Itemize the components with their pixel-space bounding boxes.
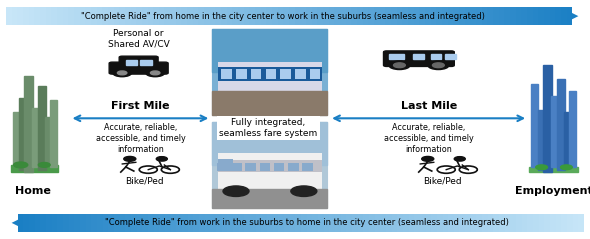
- Text: Last Mile: Last Mile: [401, 101, 457, 111]
- FancyBboxPatch shape: [119, 56, 158, 67]
- Text: Accurate, reliable,
accessible, and timely
information: Accurate, reliable, accessible, and time…: [96, 123, 185, 154]
- Bar: [431, 54, 441, 59]
- FancyBboxPatch shape: [109, 62, 168, 74]
- Bar: [212, 189, 327, 208]
- Circle shape: [156, 157, 168, 161]
- Bar: [212, 122, 327, 165]
- Bar: [11, 165, 58, 172]
- Text: "Complete Ride" from home in the city center to work in the suburbs (seamless an: "Complete Ride" from home in the city ce…: [81, 12, 485, 21]
- Bar: [212, 122, 327, 208]
- Bar: [13, 112, 20, 165]
- Text: Bike/Ped: Bike/Ped: [423, 177, 462, 186]
- Bar: [126, 60, 137, 65]
- Circle shape: [291, 186, 317, 196]
- Text: Accurate, reliable,
accessible, and timely
information: Accurate, reliable, accessible, and time…: [384, 123, 474, 154]
- Bar: [221, 69, 232, 79]
- Bar: [310, 69, 320, 79]
- Bar: [569, 91, 576, 167]
- Circle shape: [432, 63, 444, 68]
- Bar: [218, 160, 322, 172]
- Bar: [245, 163, 256, 171]
- Bar: [445, 54, 456, 59]
- Text: Fully integrated,
seamless fare system: Fully integrated, seamless fare system: [219, 118, 317, 138]
- Text: Home: Home: [15, 186, 50, 196]
- Text: "Complete Ride" from work in the suburbs to home in the city center (seamless an: "Complete Ride" from work in the suburbs…: [105, 218, 509, 227]
- Bar: [19, 98, 25, 170]
- Bar: [280, 69, 291, 79]
- Bar: [38, 86, 46, 170]
- Bar: [32, 108, 39, 167]
- Circle shape: [454, 157, 466, 161]
- Circle shape: [394, 63, 405, 68]
- Circle shape: [146, 69, 165, 77]
- Circle shape: [389, 61, 410, 70]
- Bar: [24, 76, 33, 172]
- Bar: [212, 29, 327, 72]
- Text: Personal or
Shared AV/CV: Personal or Shared AV/CV: [108, 29, 169, 48]
- Circle shape: [422, 157, 434, 161]
- Bar: [260, 163, 270, 171]
- Bar: [302, 163, 313, 171]
- Bar: [531, 84, 538, 167]
- Circle shape: [124, 157, 136, 161]
- Bar: [543, 65, 552, 172]
- Circle shape: [14, 162, 28, 168]
- Bar: [551, 96, 558, 167]
- Bar: [212, 91, 327, 115]
- Bar: [413, 54, 424, 59]
- Circle shape: [428, 61, 449, 70]
- Bar: [266, 69, 276, 79]
- Bar: [140, 60, 152, 65]
- Bar: [231, 163, 242, 171]
- Bar: [288, 163, 299, 171]
- Circle shape: [113, 69, 132, 77]
- Bar: [218, 153, 322, 191]
- Bar: [218, 159, 233, 171]
- Circle shape: [536, 165, 548, 170]
- Bar: [529, 167, 578, 172]
- Text: Bike/Ped: Bike/Ped: [125, 177, 164, 186]
- Bar: [538, 110, 544, 170]
- Circle shape: [150, 71, 160, 75]
- Circle shape: [560, 165, 572, 170]
- Circle shape: [38, 163, 50, 167]
- Bar: [389, 54, 404, 59]
- Text: Employment: Employment: [514, 186, 590, 196]
- Bar: [251, 69, 261, 79]
- Circle shape: [223, 186, 249, 196]
- Bar: [45, 117, 51, 165]
- Text: First Mile: First Mile: [111, 101, 170, 111]
- Bar: [50, 100, 57, 167]
- Bar: [218, 67, 322, 81]
- Bar: [564, 112, 570, 165]
- Bar: [217, 163, 228, 171]
- Bar: [236, 69, 247, 79]
- Bar: [557, 79, 565, 170]
- Bar: [274, 163, 284, 171]
- Bar: [218, 62, 322, 96]
- Bar: [295, 69, 306, 79]
- FancyBboxPatch shape: [384, 51, 454, 66]
- Circle shape: [117, 71, 127, 75]
- Bar: [212, 29, 327, 115]
